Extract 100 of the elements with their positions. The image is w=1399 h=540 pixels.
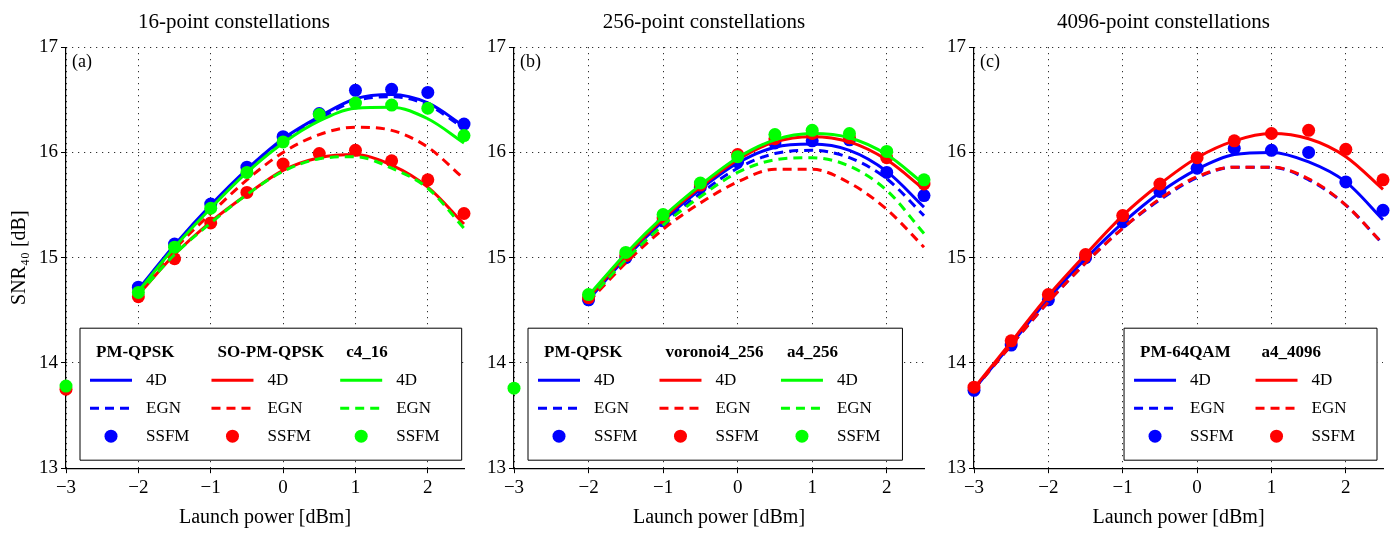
point xyxy=(421,85,435,99)
point xyxy=(1004,334,1018,348)
point xyxy=(204,201,218,215)
x-tick-label: 0 xyxy=(1192,475,1202,497)
point xyxy=(1302,145,1316,159)
x-tick-label: −2 xyxy=(578,475,599,497)
x-axis-title: Launch power [dBm] xyxy=(632,505,806,529)
point xyxy=(457,117,471,131)
point xyxy=(1227,134,1241,148)
y-tick-label: 16 xyxy=(947,140,966,162)
point xyxy=(842,127,856,141)
annotation: a4_4096 xyxy=(1261,341,1322,361)
legend-label: 4D xyxy=(267,369,289,389)
y-tick-label: 15 xyxy=(947,245,966,267)
point xyxy=(1041,288,1055,302)
legend-label: 4D xyxy=(715,369,737,389)
x-tick-label: −1 xyxy=(652,475,674,497)
legend-label: EGN xyxy=(267,397,303,417)
x-tick-label: 0 xyxy=(732,475,743,497)
legend-label: SSFM xyxy=(715,425,759,445)
x-axis-title: Launch power [dBm] xyxy=(178,505,352,529)
point xyxy=(1264,127,1278,141)
legend-label: 4D xyxy=(396,369,417,389)
y-tick-label: 16 xyxy=(487,140,506,162)
point xyxy=(619,245,633,259)
point xyxy=(1190,151,1204,165)
legend-label: 4D xyxy=(836,369,858,389)
legend-label: 4D xyxy=(1190,369,1211,389)
legend-label: EGN xyxy=(594,397,629,417)
annotation: SO-PM-QPSK xyxy=(217,341,325,361)
point xyxy=(1153,177,1167,191)
point xyxy=(1339,175,1353,189)
legend-label: SSFM xyxy=(594,425,638,445)
point xyxy=(385,82,399,96)
annotation: (a) xyxy=(72,50,92,72)
point xyxy=(385,98,399,112)
point xyxy=(1376,173,1390,187)
point xyxy=(421,173,435,187)
legend-label: SSFM xyxy=(267,425,311,445)
y-tick-label: 14 xyxy=(947,350,967,372)
y-tick-label: 16 xyxy=(39,140,58,162)
legend-label: EGN xyxy=(396,397,432,417)
x-tick-label: −3 xyxy=(55,475,77,497)
point xyxy=(880,165,894,179)
x-tick-label: 1 xyxy=(350,475,361,497)
point xyxy=(240,165,254,179)
annotation: (c) xyxy=(980,50,1000,72)
x-tick-label: −1 xyxy=(1112,475,1133,497)
legend-label: EGN xyxy=(715,397,751,417)
x-tick-label: −2 xyxy=(1038,475,1059,497)
annotation: a4_256 xyxy=(786,341,838,361)
point xyxy=(348,143,362,157)
y-tick-label: 13 xyxy=(947,456,966,478)
point xyxy=(457,207,471,220)
annotation: PM-QPSK xyxy=(544,341,624,361)
point xyxy=(276,157,290,171)
annotation: voronoi4_256 xyxy=(665,341,764,361)
y-tick-label: 15 xyxy=(39,245,58,267)
legend-label: EGN xyxy=(1190,397,1225,417)
point xyxy=(917,173,931,187)
x-tick-label: −1 xyxy=(200,475,221,497)
x-tick-label: 0 xyxy=(278,475,288,497)
x-tick-label: 1 xyxy=(807,475,817,497)
point xyxy=(1376,203,1390,217)
point xyxy=(1339,142,1353,156)
chart-title: 4096-point constellations xyxy=(1057,9,1270,34)
y-tick-label: 17 xyxy=(39,35,58,57)
legend-label: SSFM xyxy=(836,425,881,445)
annotation: (b) xyxy=(520,50,541,72)
chart-title: 16-point constellations xyxy=(138,9,330,34)
point xyxy=(917,189,931,203)
y-tick-label: 13 xyxy=(39,456,58,478)
y-tick-label: 14 xyxy=(39,350,59,372)
x-tick-label: 2 xyxy=(881,475,892,497)
point xyxy=(1302,123,1316,137)
legend-label: SSFM xyxy=(146,425,190,445)
legend-label: EGN xyxy=(1311,397,1347,417)
point xyxy=(131,285,145,299)
point xyxy=(507,381,521,395)
annotation: c4_16 xyxy=(346,341,388,361)
x-tick-label: −3 xyxy=(503,475,525,497)
legend-label: EGN xyxy=(836,397,872,417)
x-tick-label: −2 xyxy=(128,475,149,497)
point xyxy=(880,144,894,158)
point xyxy=(348,83,362,97)
x-tick-label: 2 xyxy=(1341,475,1351,497)
y-tick-label: 15 xyxy=(487,245,506,267)
point xyxy=(276,135,290,149)
chart-title: 256-point constellations xyxy=(602,9,806,34)
legend-label: SSFM xyxy=(1311,425,1355,445)
annotation: PM-QPSK xyxy=(96,341,176,361)
legend-label: SSFM xyxy=(396,425,440,445)
legend-label: 4D xyxy=(594,369,615,389)
x-tick-label: 1 xyxy=(1266,475,1277,497)
annotation: PM-64QAM xyxy=(1140,341,1231,361)
y-tick-label: 14 xyxy=(487,350,507,372)
point xyxy=(1264,143,1278,157)
legend-label: 4D xyxy=(146,369,167,389)
point xyxy=(348,96,362,110)
y-tick-label: 17 xyxy=(487,35,506,57)
